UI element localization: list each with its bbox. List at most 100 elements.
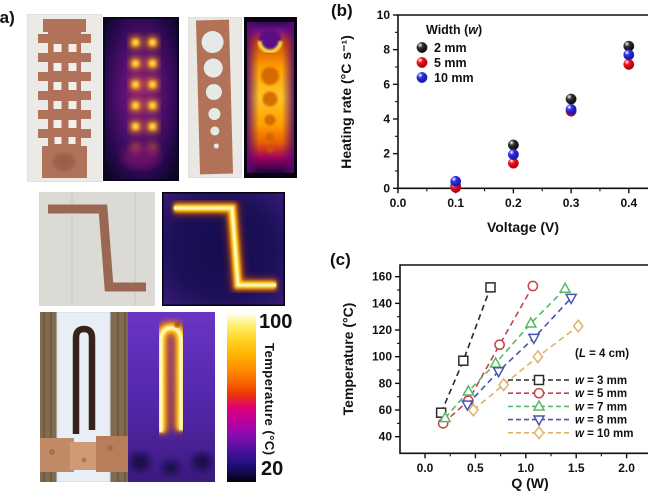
- data-point: [438, 411, 452, 423]
- svg-text:40: 40: [379, 430, 393, 444]
- data-point: [623, 58, 635, 70]
- data-point: [416, 72, 428, 83]
- data-point: [532, 415, 546, 427]
- data-point: [532, 399, 546, 411]
- x-axis-label: Voltage (V): [487, 219, 559, 235]
- svg-text:80: 80: [379, 376, 393, 390]
- svg-text:w = 7 mm: w = 7 mm: [575, 401, 627, 413]
- data-point: [494, 339, 505, 351]
- svg-text:100: 100: [372, 350, 392, 364]
- colorbar-title: Temperature (°C): [262, 343, 277, 456]
- temperature-vs-power-chart: 0.0 0.5 1.0 1.5 2.0 40 60 80 100 120 140 160 Q (W) Te…: [340, 264, 648, 491]
- data-point: [492, 367, 505, 379]
- data-point: [507, 149, 519, 160]
- data-point: [533, 425, 545, 440]
- data-point: [485, 282, 496, 293]
- svg-text:Width (w): Width (w): [426, 23, 482, 37]
- data-point: [527, 280, 539, 292]
- svg-text:w = 5 mm: w = 5 mm: [575, 388, 627, 400]
- colorbar-min-label: 20: [261, 458, 284, 480]
- series-2: [438, 281, 572, 423]
- mesh-holes: [53, 44, 77, 144]
- holes-thermal-image: [244, 17, 297, 178]
- data-point: [532, 349, 544, 364]
- copper-mesh-photo: [27, 14, 102, 182]
- svg-text:8: 8: [383, 43, 390, 57]
- x-axis-label: Q (W): [511, 475, 548, 491]
- data-point: [564, 293, 578, 305]
- svg-text:0.4: 0.4: [620, 196, 637, 210]
- panel-c-label: (c): [330, 250, 351, 269]
- x-axis: 0.0 0.1 0.2 0.3 0.4: [390, 188, 637, 210]
- data-point: [498, 377, 510, 392]
- series-0: [450, 40, 635, 192]
- y-axis-label: Heating rate (°C s⁻¹): [338, 35, 354, 169]
- svg-text:10 mm: 10 mm: [434, 71, 474, 85]
- data-point: [462, 384, 475, 396]
- z-copper-trace: [48, 204, 146, 292]
- u-trace-photo: [40, 312, 128, 482]
- series-2: [450, 49, 635, 187]
- svg-text:0.0: 0.0: [390, 196, 407, 210]
- colorbar-max-label: 100: [259, 311, 293, 333]
- svg-text:140: 140: [372, 296, 392, 310]
- data-point: [533, 374, 545, 386]
- z-hot-trace: [174, 201, 276, 292]
- svg-text:4: 4: [383, 112, 390, 126]
- y-axis: 0 2 4 6 8 10: [377, 8, 398, 195]
- y-axis-label: Temperature (°C): [340, 303, 356, 416]
- svg-text:w = 10 mm: w = 10 mm: [575, 428, 634, 440]
- u-thermal-image: [128, 312, 215, 482]
- z-trace-photo: [39, 192, 155, 306]
- svg-text:2: 2: [383, 147, 390, 161]
- x-axis: 0.0 0.5 1.0 1.5 2.0: [417, 453, 635, 475]
- svg-text:0.3: 0.3: [563, 196, 580, 210]
- data-point: [450, 175, 462, 187]
- panel-a-label: (a): [0, 8, 15, 27]
- y-axis: 40 60 80 100 120 140 160: [372, 270, 400, 444]
- data-point: [458, 355, 469, 366]
- svg-text:0.0: 0.0: [417, 461, 434, 475]
- data-point: [558, 281, 572, 294]
- legend: (L = 4 cm) w = 3 mmw = 5 mmw = 7 mm w = 8 …: [508, 348, 634, 440]
- data-point: [461, 400, 474, 412]
- copper-electrodes: [40, 436, 128, 472]
- data-point: [572, 319, 584, 334]
- data-point: [507, 139, 519, 151]
- series-0: [435, 282, 496, 418]
- data-point: [527, 333, 541, 345]
- svg-text:(L = 4 cm): (L = 4 cm): [575, 348, 629, 360]
- svg-text:0.5: 0.5: [467, 461, 484, 475]
- svg-text:0.1: 0.1: [447, 196, 464, 210]
- svg-text:2.0: 2.0: [618, 461, 635, 475]
- data-point: [565, 93, 577, 105]
- data-point: [416, 57, 428, 68]
- svg-text:w = 3 mm: w = 3 mm: [575, 375, 627, 387]
- svg-text:w = 8 mm: w = 8 mm: [575, 415, 627, 427]
- series-1: [437, 280, 539, 429]
- holes-cool-spots: [261, 67, 279, 153]
- svg-text:10: 10: [377, 8, 391, 22]
- svg-text:160: 160: [372, 270, 392, 284]
- axes: [399, 264, 648, 455]
- series-4: [467, 319, 584, 418]
- svg-text:1.5: 1.5: [568, 461, 585, 475]
- svg-text:6: 6: [383, 77, 390, 91]
- data-point: [533, 387, 545, 399]
- u-hot-trace: [153, 319, 189, 432]
- data-point: [623, 49, 635, 61]
- data-point: [489, 356, 502, 368]
- data-point: [524, 316, 538, 328]
- svg-text:5 mm: 5 mm: [434, 56, 467, 70]
- series-3: [461, 293, 578, 412]
- panel-b-label: (b): [331, 1, 353, 20]
- data-point: [565, 103, 577, 115]
- svg-text:120: 120: [372, 323, 392, 337]
- u-copper-trace: [72, 325, 96, 434]
- z-thermal-image: [162, 192, 285, 306]
- data-point: [416, 42, 428, 53]
- mesh-thermal-image: [103, 17, 179, 181]
- svg-text:2 mm: 2 mm: [434, 41, 467, 55]
